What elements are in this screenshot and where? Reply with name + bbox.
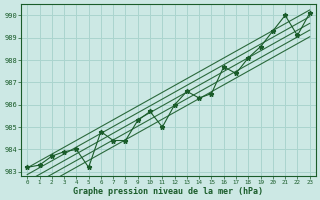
X-axis label: Graphe pression niveau de la mer (hPa): Graphe pression niveau de la mer (hPa) xyxy=(74,187,263,196)
